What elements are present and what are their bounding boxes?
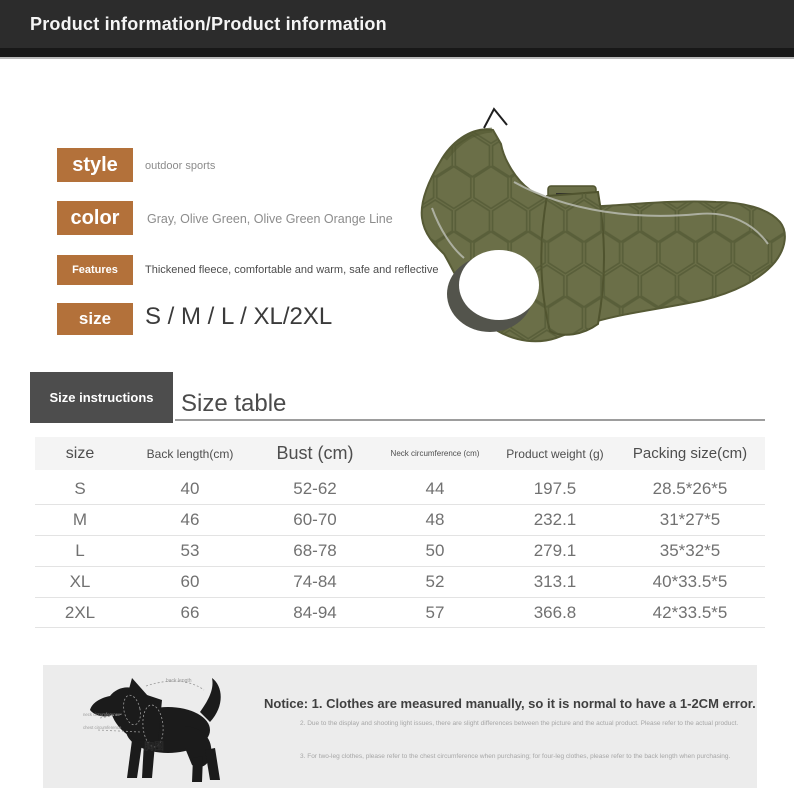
- size-instructions-tab: Size instructions: [30, 372, 173, 423]
- attribute-value-size: S / M / L / XL/2XL: [145, 303, 333, 330]
- table-cell: M: [72, 510, 88, 529]
- title-bar: Product information/Product information: [0, 0, 794, 48]
- size-table-header-row: size Back length(cm) Bust (cm) Neck circ…: [35, 437, 765, 470]
- table-row-xl: XL 60 74-84 52 313.1 40*33.5*5: [35, 566, 765, 597]
- table-row-2xl: 2XL 66 84-94 57 366.8 42*33.5*5: [35, 597, 765, 628]
- chest-label-chinese: 胸围: [144, 740, 164, 753]
- table-cell: 52-62: [293, 478, 337, 498]
- table-cell: 35*32*5: [659, 541, 721, 560]
- reflective-piping: [431, 181, 769, 259]
- table-cell: 2XL: [64, 602, 96, 622]
- table-cell: 50: [425, 541, 445, 560]
- table-cell: 366.8: [533, 602, 577, 622]
- heading-underline: [175, 419, 765, 421]
- table-cell: 40*33.5*5: [652, 572, 728, 591]
- table-cell: 31*27*5: [659, 510, 721, 529]
- leg-opening: [459, 250, 539, 320]
- table-row-m: M 46 60-70 48 232.1 31*27*5: [35, 504, 765, 535]
- table-cell: 60-70: [293, 510, 337, 529]
- size-table-heading: Size table: [181, 390, 287, 417]
- notice-line-2: 2. Due to the display and shooting light…: [300, 720, 739, 727]
- table-row-s: S 40 52-62 44 197.5 28.5*26*5: [35, 473, 765, 504]
- attribute-label-color: color: [57, 201, 133, 235]
- title-bar-edge: [0, 57, 794, 59]
- table-cell: 68-78: [293, 541, 337, 560]
- column-header-back-length: Back length(cm): [146, 446, 234, 461]
- attribute-label-size: size: [57, 303, 133, 335]
- chest-strap: [540, 190, 605, 336]
- table-cell: 53: [180, 541, 200, 560]
- column-header-weight: Product weight (g): [506, 446, 604, 461]
- table-cell: 279.1: [533, 541, 577, 560]
- table-cell: 313.1: [533, 572, 577, 591]
- dog-measurement-diagram: back length neck circumference chest cir…: [83, 678, 221, 782]
- table-cell: 28.5*26*5: [652, 478, 728, 498]
- table-cell: 46: [180, 510, 200, 529]
- table-cell: 40: [180, 478, 200, 498]
- table-cell: 84-94: [293, 602, 337, 622]
- column-header-size: size: [65, 444, 95, 462]
- table-row-l: L 53 68-78 50 279.1 35*32*5: [35, 535, 765, 566]
- product-photo-dog-jacket: [420, 107, 786, 343]
- table-cell: 232.1: [533, 510, 577, 529]
- table-cell: 197.5: [533, 478, 577, 498]
- table-cell: S: [74, 478, 86, 498]
- back-length-label: back length: [166, 678, 192, 684]
- column-header-neck: Neck circumference (cm): [390, 449, 480, 458]
- table-cell: XL: [69, 572, 91, 591]
- table-cell: 44: [425, 478, 445, 498]
- size-table: size Back length(cm) Bust (cm) Neck circ…: [35, 437, 765, 628]
- hanger-loop-icon: [483, 107, 508, 129]
- notice-line-3: 3. For two-leg clothes, please refer to …: [300, 753, 731, 760]
- table-cell: 52: [425, 572, 445, 591]
- attribute-label-style: style: [57, 148, 133, 182]
- table-cell: L: [75, 541, 85, 560]
- attribute-value-features: Thickened fleece, comfortable and warm, …: [145, 264, 439, 276]
- attribute-label-features: Features: [57, 255, 133, 285]
- notice-title-line: Notice: 1. Clothes are measured manually…: [264, 696, 756, 711]
- table-cell: 60: [180, 572, 200, 591]
- size-instructions-label: Size instructions: [49, 390, 154, 405]
- table-cell: 57: [425, 602, 445, 622]
- attribute-value-color: Gray, Olive Green, Olive Green Orange Li…: [147, 212, 393, 226]
- chest-label: chest circumference: [83, 725, 122, 730]
- dog-silhouette: [90, 678, 221, 782]
- column-header-bust: Bust (cm): [276, 443, 354, 463]
- neck-label: neck circumference: [83, 712, 121, 717]
- attribute-value-style: outdoor sports: [145, 160, 216, 172]
- table-cell: 48: [425, 510, 445, 529]
- table-cell: 42*33.5*5: [652, 602, 728, 622]
- table-cell: 74-84: [293, 572, 337, 591]
- page-title: Product information/Product information: [30, 13, 387, 34]
- table-cell: 66: [180, 602, 200, 622]
- column-header-packing: Packing size(cm): [632, 445, 748, 462]
- title-bar-shadow: [0, 48, 794, 57]
